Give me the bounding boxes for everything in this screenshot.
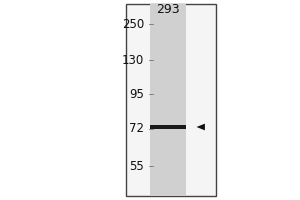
Bar <box>126 4 216 196</box>
Bar <box>150 4 186 196</box>
Bar <box>150 125 186 129</box>
Text: 72: 72 <box>129 122 144 136</box>
Text: 130: 130 <box>122 53 144 66</box>
Text: 95: 95 <box>129 88 144 100</box>
Text: 55: 55 <box>129 160 144 172</box>
Text: 293: 293 <box>156 3 180 16</box>
Text: 250: 250 <box>122 18 144 30</box>
Polygon shape <box>196 124 205 130</box>
